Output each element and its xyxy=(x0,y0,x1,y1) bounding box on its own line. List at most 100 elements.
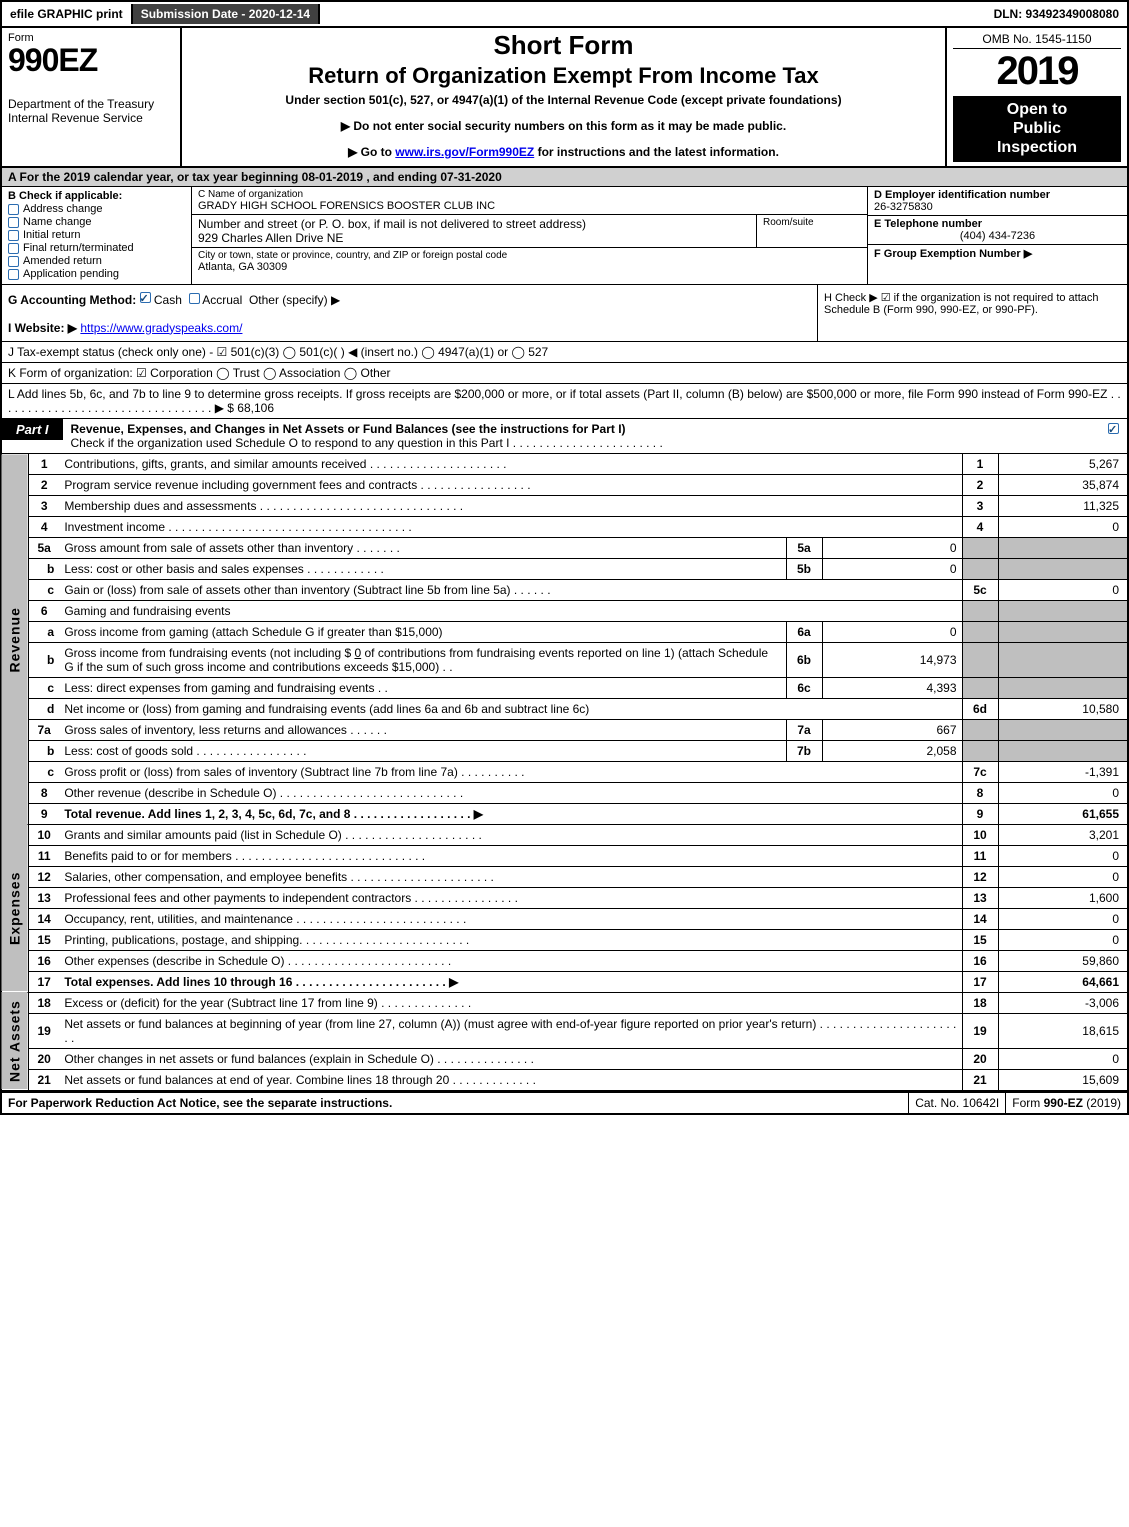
desc: Other revenue (describe in Schedule O) .… xyxy=(59,782,962,803)
tax-year: 2019 xyxy=(953,49,1121,94)
e-label: E Telephone number xyxy=(874,218,1121,230)
part1-title-text: Revenue, Expenses, and Changes in Net As… xyxy=(71,422,626,436)
chk-label: Name change xyxy=(23,216,92,228)
inval: 4,393 xyxy=(822,677,962,698)
innum: 5a xyxy=(786,537,822,558)
numcol-grey xyxy=(962,642,998,677)
numcol: 7c xyxy=(962,761,998,782)
line-7b: bLess: cost of goods sold . . . . . . . … xyxy=(1,740,1128,761)
street-cell: Number and street (or P. O. box, if mail… xyxy=(192,215,757,247)
cell-group-exemption: F Group Exemption Number ▶ xyxy=(868,245,1127,262)
desc: Less: cost of goods sold . . . . . . . .… xyxy=(59,740,786,761)
desc: Professional fees and other payments to … xyxy=(59,887,962,908)
part1-header: Part I Revenue, Expenses, and Changes in… xyxy=(0,419,1129,454)
accounting-method: G Accounting Method: Cash Accrual Other … xyxy=(2,285,817,341)
desc: Investment income . . . . . . . . . . . … xyxy=(59,516,962,537)
side-netassets: Net Assets xyxy=(1,992,29,1090)
inval: 0 xyxy=(822,537,962,558)
valcol: 18,615 xyxy=(998,1013,1128,1048)
phone-value: (404) 434-7236 xyxy=(874,230,1121,242)
desc: Gross sales of inventory, less returns a… xyxy=(59,719,786,740)
chk-name-change[interactable]: Name change xyxy=(8,216,185,228)
chk-amended-return[interactable]: Amended return xyxy=(8,255,185,267)
numcol-grey xyxy=(962,558,998,579)
valcol: 0 xyxy=(998,908,1128,929)
footer-catno: Cat. No. 10642I xyxy=(908,1093,1005,1113)
line-10: Expenses 10Grants and similar amounts pa… xyxy=(1,824,1128,845)
desc: Less: cost or other basis and sales expe… xyxy=(59,558,786,579)
numcol-grey xyxy=(962,621,998,642)
numcol: 6d xyxy=(962,698,998,719)
line-4: 4Investment income . . . . . . . . . . .… xyxy=(1,516,1128,537)
numcol: 13 xyxy=(962,887,998,908)
desc: Total revenue. Add lines 1, 2, 3, 4, 5c,… xyxy=(59,803,962,824)
part1-tab: Part I xyxy=(2,419,63,440)
f-label: F Group Exemption Number ▶ xyxy=(874,248,1032,260)
street-label: Number and street (or P. O. box, if mail… xyxy=(198,217,750,231)
numcol-grey xyxy=(962,677,998,698)
chk-initial-return[interactable]: Initial return xyxy=(8,229,185,241)
valcol-grey xyxy=(998,677,1128,698)
desc: Salaries, other compensation, and employ… xyxy=(59,866,962,887)
desc: Net income or (loss) from gaming and fun… xyxy=(59,698,962,719)
omb-number: OMB No. 1545-1150 xyxy=(953,32,1121,49)
innum: 6c xyxy=(786,677,822,698)
chk-label: Final return/terminated xyxy=(23,242,134,254)
d-label: D Employer identification number xyxy=(874,189,1121,201)
desc: Net assets or fund balances at beginning… xyxy=(59,1013,962,1048)
cell-ein: D Employer identification number 26-3275… xyxy=(868,187,1127,216)
numcol: 17 xyxy=(962,971,998,992)
city-cell: City or town, state or province, country… xyxy=(192,248,867,275)
open1: Open to xyxy=(1007,101,1067,118)
line-9: 9Total revenue. Add lines 1, 2, 3, 4, 5c… xyxy=(1,803,1128,824)
chk-label: Amended return xyxy=(23,255,102,267)
valcol: 0 xyxy=(998,782,1128,803)
numcol: 11 xyxy=(962,845,998,866)
row-k: K Form of organization: ☑ Corporation ◯ … xyxy=(0,363,1129,384)
checkbox-icon xyxy=(8,269,19,280)
desc: Gross income from fundraising events (no… xyxy=(59,642,786,677)
numcol: 15 xyxy=(962,929,998,950)
website-link[interactable]: https://www.gradyspeaks.com/ xyxy=(80,321,242,335)
numcol: 3 xyxy=(962,495,998,516)
line-20: 20Other changes in net assets or fund ba… xyxy=(1,1048,1128,1069)
entity-grid: B Check if applicable: Address change Na… xyxy=(0,187,1129,284)
header-left: Form 990EZ Department of the Treasury In… xyxy=(2,28,182,166)
g-label: G Accounting Method: xyxy=(8,293,136,307)
valcol: 0 xyxy=(998,1048,1128,1069)
open3: Inspection xyxy=(997,139,1077,156)
line-21: 21Net assets or fund balances at end of … xyxy=(1,1069,1128,1090)
chk-application-pending[interactable]: Application pending xyxy=(8,268,185,280)
valcol: 5,267 xyxy=(998,454,1128,475)
header-right: OMB No. 1545-1150 2019 Open to Public In… xyxy=(947,28,1127,166)
valcol-grey xyxy=(998,558,1128,579)
ssn-notice: ▶ Do not enter social security numbers o… xyxy=(192,119,935,133)
valcol-grey xyxy=(998,719,1128,740)
row-a-tax-year: A For the 2019 calendar year, or tax yea… xyxy=(0,168,1129,187)
line-17: 17Total expenses. Add lines 10 through 1… xyxy=(1,971,1128,992)
entity-right: D Employer identification number 26-3275… xyxy=(867,187,1127,284)
line-6b: b Gross income from fundraising events (… xyxy=(1,642,1128,677)
subtitle: Under section 501(c), 527, or 4947(a)(1)… xyxy=(192,93,935,107)
website-label: I Website: ▶ xyxy=(8,321,77,335)
efile-label: efile GRAPHIC print xyxy=(2,4,133,24)
dln: DLN: 93492349008080 xyxy=(986,4,1127,24)
irs-link[interactable]: www.irs.gov/Form990EZ xyxy=(395,145,534,159)
row-l: L Add lines 5b, 6c, and 7b to line 9 to … xyxy=(0,384,1129,419)
street-value: 929 Charles Allen Drive NE xyxy=(198,231,750,245)
checkbox-icon xyxy=(8,230,19,241)
line-16: 16Other expenses (describe in Schedule O… xyxy=(1,950,1128,971)
part1-title: Revenue, Expenses, and Changes in Net As… xyxy=(63,419,1100,453)
city-label: City or town, state or province, country… xyxy=(198,250,861,261)
desc: Less: direct expenses from gaming and fu… xyxy=(59,677,786,698)
line-7a: 7aGross sales of inventory, less returns… xyxy=(1,719,1128,740)
numcol: 1 xyxy=(962,454,998,475)
chk-final-return[interactable]: Final return/terminated xyxy=(8,242,185,254)
numcol-grey xyxy=(962,740,998,761)
part1-checkbox[interactable] xyxy=(1100,419,1127,441)
chk-address-change[interactable]: Address change xyxy=(8,203,185,215)
side-expenses: Expenses xyxy=(1,824,29,992)
numcol: 16 xyxy=(962,950,998,971)
chk-label: Address change xyxy=(23,203,103,215)
checkbox-icon xyxy=(8,204,19,215)
